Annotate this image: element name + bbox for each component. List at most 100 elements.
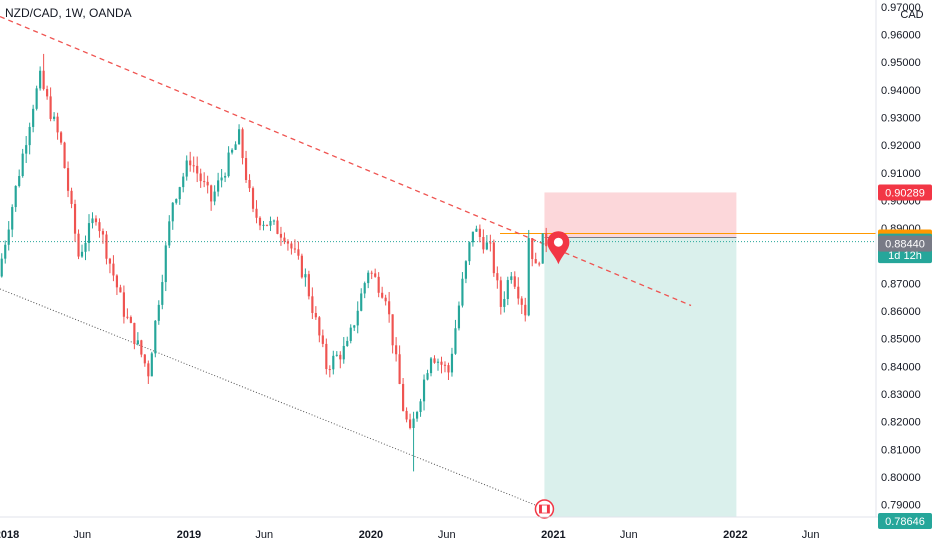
candle-body	[258, 217, 262, 226]
candle-body	[374, 273, 377, 277]
candle-body	[290, 243, 293, 249]
price-label-text: 0.88440	[885, 239, 925, 251]
candle-body	[105, 234, 108, 259]
candle-body	[70, 190, 73, 204]
candle-body	[349, 327, 352, 341]
location-pin-icon	[547, 231, 570, 265]
candle-body	[213, 191, 216, 202]
candle-body	[499, 280, 502, 307]
y-tick-label: 0.79000	[881, 500, 921, 512]
candle-body	[28, 126, 31, 146]
candle-body	[189, 160, 192, 166]
candle-body	[297, 249, 300, 256]
candle-body	[157, 304, 160, 321]
chart-markers	[534, 231, 570, 519]
y-tick-label: 0.97000	[881, 2, 921, 14]
candle-body	[112, 263, 115, 276]
candle-body	[325, 343, 328, 370]
candle-body	[53, 116, 56, 119]
candle-body	[217, 180, 220, 192]
candle-body	[475, 228, 478, 232]
candle-body	[126, 316, 129, 318]
candle-body	[370, 272, 373, 274]
candle-body	[461, 278, 464, 306]
price-label-tag: 0.88440	[878, 235, 932, 252]
candle-body	[412, 418, 415, 428]
candle-body	[87, 223, 91, 243]
y-tick-label: 0.82000	[881, 417, 921, 429]
currency-label: CAD	[900, 9, 923, 21]
price-label-text: 1d 12h	[888, 250, 922, 262]
candle-body	[265, 224, 269, 226]
y-tick-label: 0.92000	[881, 140, 921, 152]
candle-body	[293, 248, 296, 250]
candle-body	[244, 158, 248, 180]
y-tick-label: 0.84000	[881, 361, 921, 373]
candle-body	[133, 322, 136, 345]
candle-body	[321, 335, 324, 344]
y-tick-label: 0.85000	[881, 334, 921, 346]
candle-body	[143, 354, 146, 364]
x-tick-label: 2022	[723, 529, 747, 541]
price-label-text: 0.78646	[885, 516, 925, 528]
candle-body	[39, 70, 42, 89]
candle-body	[46, 89, 49, 97]
candle-body	[335, 354, 338, 356]
candle-body	[279, 233, 283, 238]
candle-body	[49, 96, 52, 119]
candle-body	[150, 353, 153, 377]
flag-band-left	[539, 505, 542, 514]
candle-body	[21, 153, 24, 177]
candle-body	[384, 297, 387, 302]
price-label-bg	[878, 513, 932, 529]
candle-body	[18, 176, 21, 186]
candle-body	[346, 340, 349, 346]
y-tick-label: 0.93000	[881, 113, 921, 125]
candle-body	[196, 165, 199, 174]
candle-body	[140, 340, 143, 355]
x-tick-label: Jun	[438, 529, 456, 541]
candle-body	[42, 70, 45, 90]
candle-body	[4, 244, 7, 259]
candle-body	[433, 358, 436, 363]
candle-body	[510, 276, 513, 281]
candle-body	[59, 132, 63, 143]
candle-body	[91, 218, 94, 224]
candle-body	[363, 283, 366, 294]
candle-body	[314, 312, 317, 318]
candle-body	[517, 286, 520, 299]
candle-body	[32, 108, 35, 127]
y-tick-label: 0.80000	[881, 472, 921, 484]
candle-body	[241, 129, 244, 159]
candle-body	[422, 379, 426, 402]
candle-body	[220, 177, 223, 181]
candle-body	[25, 145, 28, 154]
candle-body	[206, 181, 209, 186]
price-label-bg	[878, 184, 932, 201]
y-tick-label: 0.96000	[881, 30, 921, 42]
candle-body	[192, 165, 195, 167]
candle-body	[339, 354, 342, 360]
candle-body	[377, 276, 380, 293]
y-tick-label: 0.87000	[881, 278, 921, 290]
candle-body	[283, 237, 286, 242]
candle-body	[108, 258, 112, 264]
candle-body	[311, 296, 314, 313]
location-pin-dot	[553, 237, 563, 247]
y-tick-label: 0.81000	[881, 444, 921, 456]
candle-body	[492, 242, 495, 274]
candle-body	[98, 222, 101, 232]
upper-trendline	[0, 15, 692, 307]
candle-body	[381, 292, 384, 298]
chart-title: NZD/CAD, 1W, OANDA	[5, 6, 132, 20]
x-tick-label: Jun	[620, 529, 638, 541]
candle-body	[454, 328, 457, 354]
candle-body	[478, 228, 481, 237]
y-tick-label: 0.86000	[881, 306, 921, 318]
trendlines	[0, 15, 692, 507]
y-tick-label: 0.91000	[881, 168, 921, 180]
x-tick-label: 2019	[177, 529, 201, 541]
candle-body	[14, 185, 17, 208]
